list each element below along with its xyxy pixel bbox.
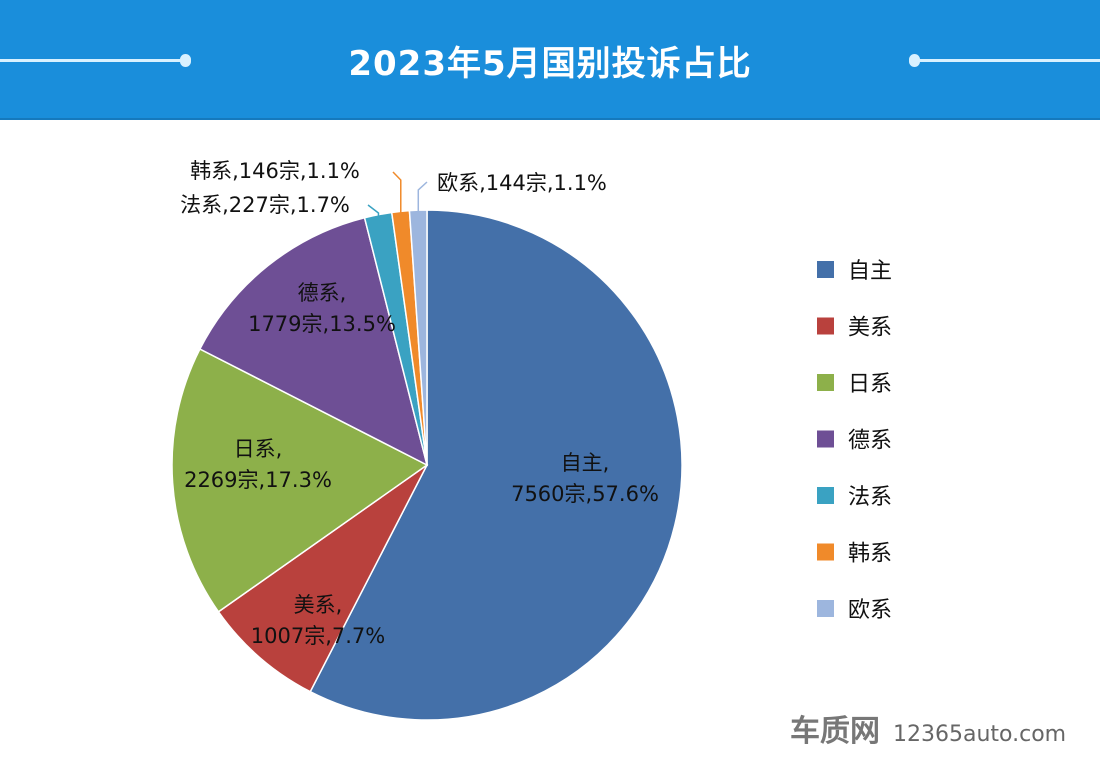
banner-line-right bbox=[918, 59, 1100, 62]
chart-title: 2023年5月国别投诉占比 bbox=[348, 44, 752, 84]
leader-line-4 bbox=[367, 204, 380, 217]
data-label-1: 美系, bbox=[294, 593, 343, 617]
banner-dot-right bbox=[909, 54, 920, 67]
title-banner: 2023年5月国别投诉占比 bbox=[0, 0, 1100, 120]
banner-line-left bbox=[0, 59, 180, 62]
data-label-value-0: 7560宗,57.6% bbox=[511, 482, 659, 506]
data-label-0: 自主, bbox=[561, 451, 610, 475]
legend-swatch-0 bbox=[817, 261, 834, 278]
data-label-6: 欧系,144宗,1.1% bbox=[437, 171, 607, 195]
pie-slice-3 bbox=[198, 216, 429, 467]
legend-label-5: 韩系 bbox=[848, 542, 892, 567]
legend-label-0: 自主 bbox=[848, 259, 892, 284]
leader-line-6 bbox=[417, 181, 428, 213]
data-label-4: 法系,227宗,1.7% bbox=[180, 193, 350, 217]
legend-swatch-3 bbox=[817, 430, 834, 448]
data-label-2: 日系, bbox=[234, 437, 283, 461]
leader-line-5 bbox=[392, 171, 402, 214]
legend-label-6: 欧系 bbox=[848, 598, 892, 623]
watermark-logo: 车质网 bbox=[790, 714, 880, 749]
legend-swatch-1 bbox=[817, 317, 834, 335]
banner-dot-left bbox=[180, 54, 191, 67]
legend-swatch-6 bbox=[817, 600, 834, 617]
data-label-value-2: 2269宗,17.3% bbox=[184, 468, 332, 492]
legend-label-3: 德系 bbox=[848, 429, 892, 454]
legend-label-2: 日系 bbox=[848, 372, 892, 397]
legend-swatch-2 bbox=[817, 374, 834, 391]
watermark: 车质网 12365auto.com bbox=[790, 706, 1066, 750]
legend-label-4: 法系 bbox=[848, 485, 892, 510]
data-label-3: 德系, bbox=[298, 281, 347, 305]
legend-swatch-5 bbox=[817, 543, 834, 561]
pie-slice-1 bbox=[217, 464, 428, 693]
data-label-5: 韩系,146宗,1.1% bbox=[190, 159, 360, 183]
legend-label-1: 美系 bbox=[848, 316, 892, 341]
data-label-value-1: 1007宗,7.7% bbox=[251, 624, 385, 648]
legend-swatch-4 bbox=[817, 487, 834, 504]
watermark-site: 12365auto.com bbox=[893, 722, 1067, 747]
pie-slice-0 bbox=[309, 209, 683, 721]
pie-slice-2 bbox=[171, 347, 429, 613]
data-label-value-3: 1779宗,13.5% bbox=[248, 312, 396, 336]
